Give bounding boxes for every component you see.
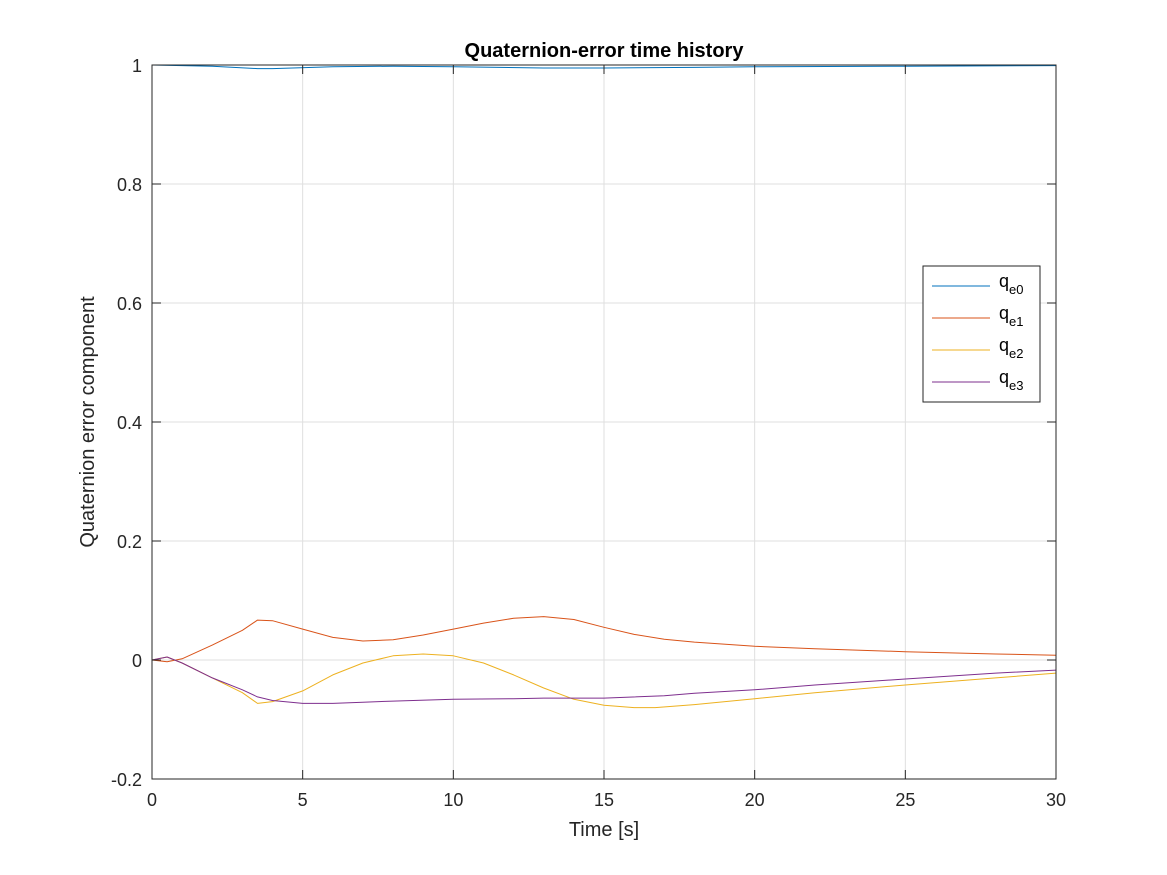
y-tick-label: 0.6	[117, 294, 142, 314]
legend-label-e1: qe1	[999, 303, 1023, 329]
legend-label-subscript: e0	[1009, 282, 1023, 297]
x-tick-label: 5	[298, 790, 308, 810]
y-tick-label: 0.2	[117, 532, 142, 552]
legend-label-base: q	[999, 303, 1009, 323]
y-tick-label: 0	[132, 651, 142, 671]
legend-label-subscript: e2	[1009, 346, 1023, 361]
x-tick-label: 20	[745, 790, 765, 810]
legend-label-subscript: e3	[1009, 378, 1023, 393]
series-line-e2	[151, 653, 1057, 709]
y-tick-label: 1	[132, 56, 142, 76]
x-axis-title: Time [s]	[569, 819, 639, 841]
series-line-e1	[151, 616, 1057, 663]
x-tick-label: 0	[147, 790, 157, 810]
series-line-e3	[151, 656, 1057, 704]
legend-label-subscript: e1	[1009, 314, 1023, 329]
legend-label-base: q	[999, 367, 1009, 387]
legend-label-e2: qe2	[999, 335, 1023, 361]
x-tick-label: 10	[443, 790, 463, 810]
legend-label-e3: qe3	[999, 367, 1023, 393]
legend-label-e0: qe0	[999, 271, 1023, 297]
chart-title: Quaternion-error time history	[465, 40, 745, 62]
y-axis-title: Quaternion error component	[77, 296, 99, 548]
y-tick-label: 0.8	[117, 175, 142, 195]
x-tick-label: 25	[895, 790, 915, 810]
legend-label-base: q	[999, 335, 1009, 355]
x-tick-label: 30	[1046, 790, 1066, 810]
legend-label-base: q	[999, 271, 1009, 291]
y-tick-label: -0.2	[111, 770, 142, 790]
ticks: 0 5 10 15 20 25 30-0.200.20.40.60.81	[111, 56, 1066, 810]
legend-box	[922, 265, 1041, 403]
x-tick-label: 15	[594, 790, 614, 810]
y-tick-label: 0.4	[117, 413, 142, 433]
